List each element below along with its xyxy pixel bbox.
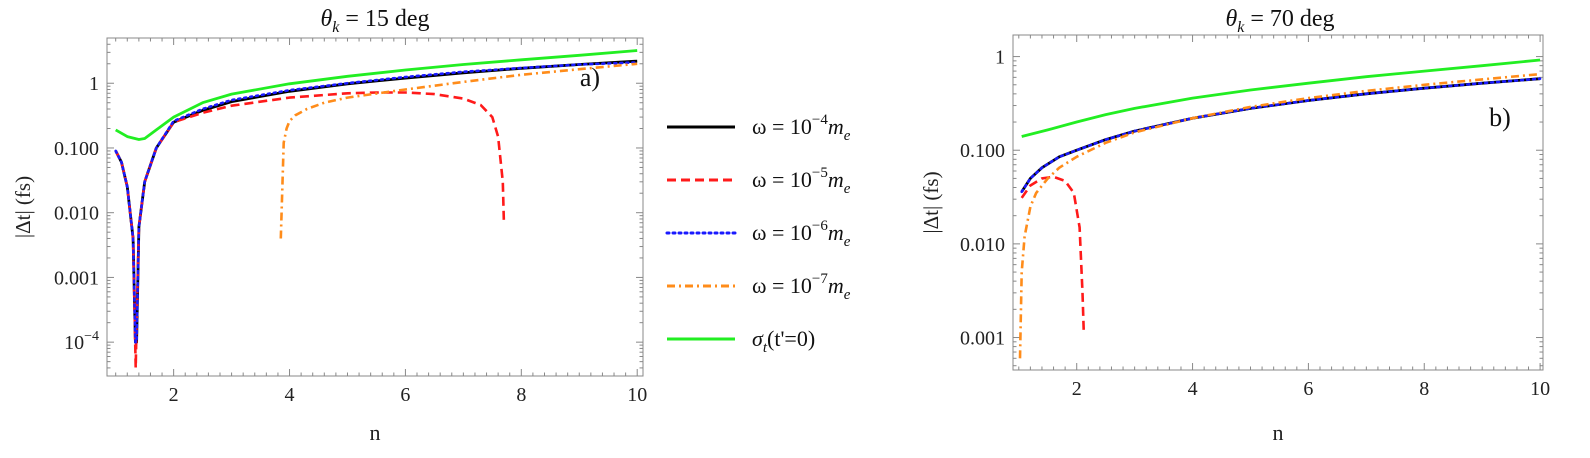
series-group bbox=[114, 49, 639, 370]
y-tick-label: 0.001 bbox=[960, 328, 1005, 350]
series-line-w7 bbox=[1018, 72, 1541, 359]
plot-frame bbox=[1012, 34, 1544, 371]
x-tick-label: 2 bbox=[169, 384, 179, 406]
legend-label-w4: ω = 10−4me bbox=[752, 112, 851, 144]
y-tick-label: 0.001 bbox=[54, 267, 99, 289]
y-tick-label: 0.010 bbox=[54, 203, 99, 225]
legend-label-w7: ω = 10−7me bbox=[752, 271, 851, 303]
series-line-w5 bbox=[114, 91, 506, 370]
y-tick-label: 0.010 bbox=[960, 234, 1005, 256]
y-tick-label: 1 bbox=[89, 73, 99, 95]
y-tick-label: 0.100 bbox=[54, 138, 99, 160]
x-tick-label: 2 bbox=[1072, 378, 1082, 400]
x-tick-label: 6 bbox=[1303, 378, 1313, 400]
series-line-w4 bbox=[1020, 77, 1541, 193]
legend: ω = 10−4me ω = 10−5me ω = 10−6me ω = 10−7me… bbox=[665, 112, 851, 356]
series-line-w6 bbox=[114, 61, 639, 344]
series-line-w7 bbox=[279, 62, 638, 239]
chart-panel-a: 2 4 6 8 10 1 0.100 0.010 0.001 10−4 n |Δt| (fs) θk =… bbox=[11, 6, 647, 445]
x-tick-label: 4 bbox=[1188, 378, 1198, 400]
legend-label-sigma: σt(t'=0) bbox=[752, 326, 815, 356]
series-line-w5 bbox=[1020, 175, 1085, 331]
series-line-sigma bbox=[114, 49, 638, 141]
chart-panel-b: 2 4 6 8 10 1 0.100 0.010 0.001 n |Δt| (fs) θk = 70 … bbox=[919, 6, 1550, 445]
series-line-sigma bbox=[1021, 58, 1541, 138]
panel-label: a) bbox=[580, 63, 600, 92]
y-axis-label: |Δt| (fs) bbox=[11, 176, 35, 238]
x-axis-label: n bbox=[1273, 420, 1284, 445]
x-tick-label: 8 bbox=[1419, 378, 1429, 400]
chart-title: θk = 15 deg bbox=[320, 6, 429, 36]
series-line-w4 bbox=[114, 59, 638, 344]
y-tick-label: 1 bbox=[995, 47, 1005, 69]
x-tick-label: 6 bbox=[400, 384, 410, 406]
y-tick-label: 0.100 bbox=[960, 140, 1005, 162]
y-axis-label: |Δt| (fs) bbox=[919, 171, 943, 233]
legend-label-w6: ω = 10−6me bbox=[752, 218, 851, 250]
legend-label-w5: ω = 10−5me bbox=[752, 165, 851, 197]
x-tick-label: 10 bbox=[1530, 378, 1550, 400]
chart-title: θk = 70 deg bbox=[1225, 6, 1334, 36]
x-tick-label: 4 bbox=[285, 384, 295, 406]
series-line-w6 bbox=[1020, 77, 1542, 194]
series-group bbox=[1018, 58, 1542, 359]
x-tick-label: 10 bbox=[627, 384, 647, 406]
plot-frame bbox=[106, 37, 644, 377]
panel-label: b) bbox=[1489, 103, 1511, 132]
x-tick-label: 8 bbox=[516, 384, 526, 406]
y-tick-label: 10−4 bbox=[64, 329, 99, 354]
x-axis-label: n bbox=[370, 420, 381, 445]
